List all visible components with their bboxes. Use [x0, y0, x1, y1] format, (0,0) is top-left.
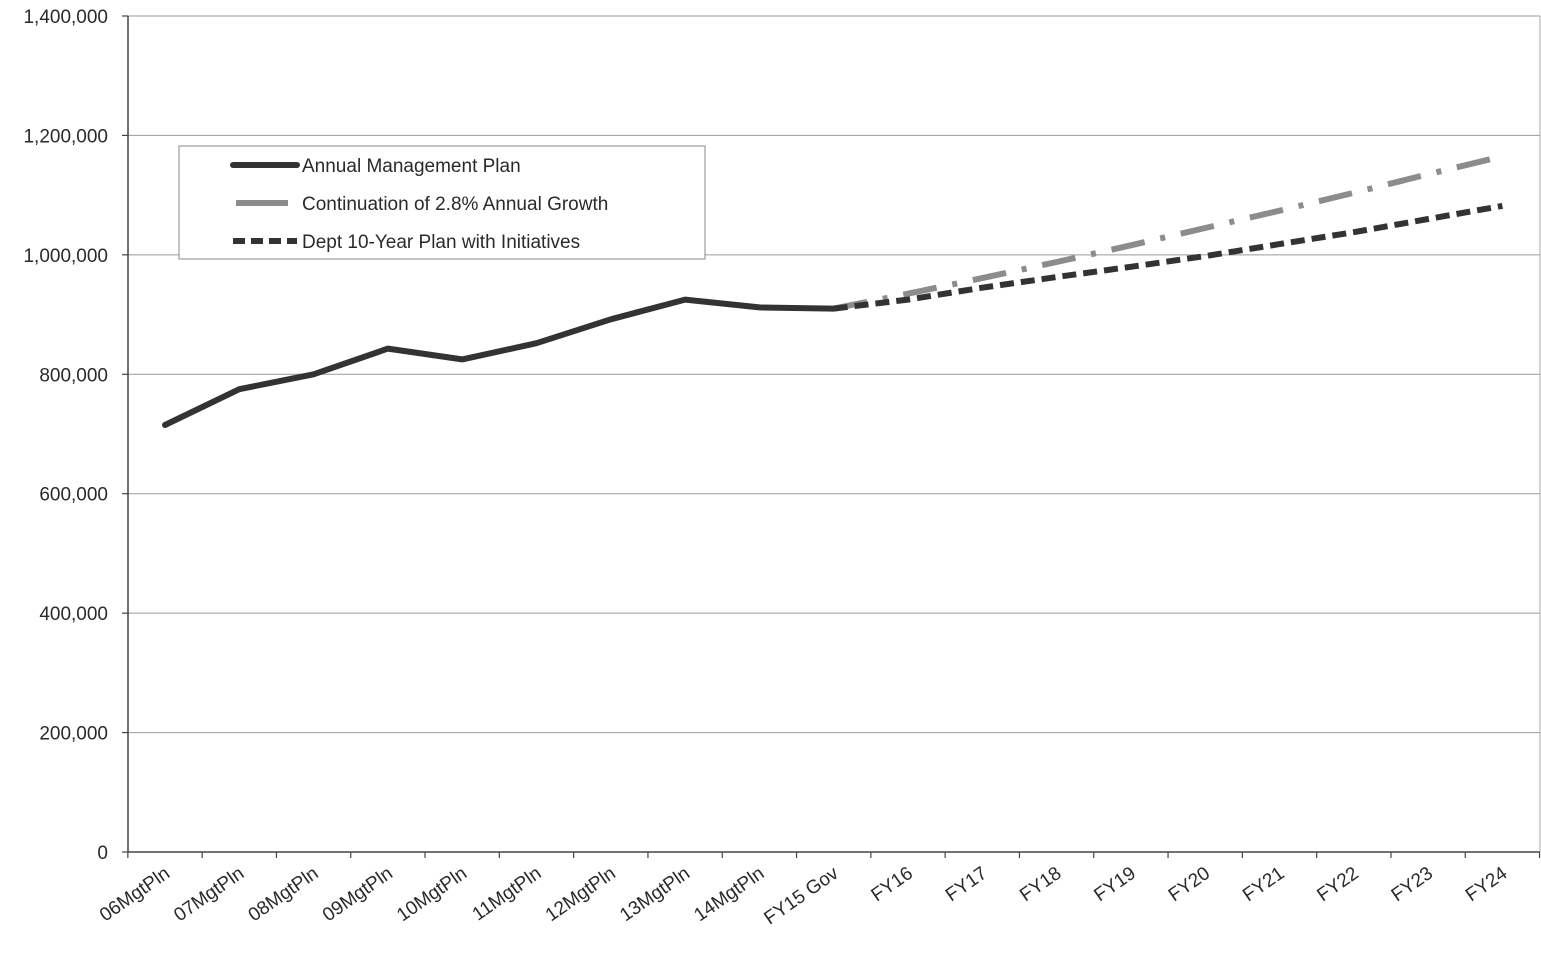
y-tick-label: 0: [97, 843, 108, 864]
y-tick-label: 1,000,000: [23, 246, 108, 267]
legend-label: Annual Management Plan: [302, 156, 521, 177]
series-line: [833, 202, 1503, 312]
series-line: [833, 153, 1504, 312]
y-tick-label: 400,000: [39, 604, 108, 625]
legend: Annual Management Plan Continuation of 2.…: [178, 145, 706, 260]
y-tick-label: 200,000: [39, 724, 108, 745]
y-tick-label: 600,000: [39, 485, 108, 506]
series-line: [162, 296, 837, 428]
y-tick-label: 800,000: [39, 365, 108, 386]
legend-label: Continuation of 2.8% Annual Growth: [302, 194, 608, 215]
y-tick-label: 1,200,000: [23, 126, 108, 147]
legend-items: Annual Management Plan Continuation of 2.…: [230, 156, 608, 253]
series-lines: [162, 153, 1504, 428]
y-tick-label: 1,400,000: [23, 7, 108, 28]
axes: [127, 16, 1541, 853]
y-axis-ticks: 0 200,000 400,000 600,000 800,000 1,000,000 1,…: [23, 7, 128, 864]
legend-label: Dept 10-Year Plan with Initiatives: [302, 232, 580, 253]
